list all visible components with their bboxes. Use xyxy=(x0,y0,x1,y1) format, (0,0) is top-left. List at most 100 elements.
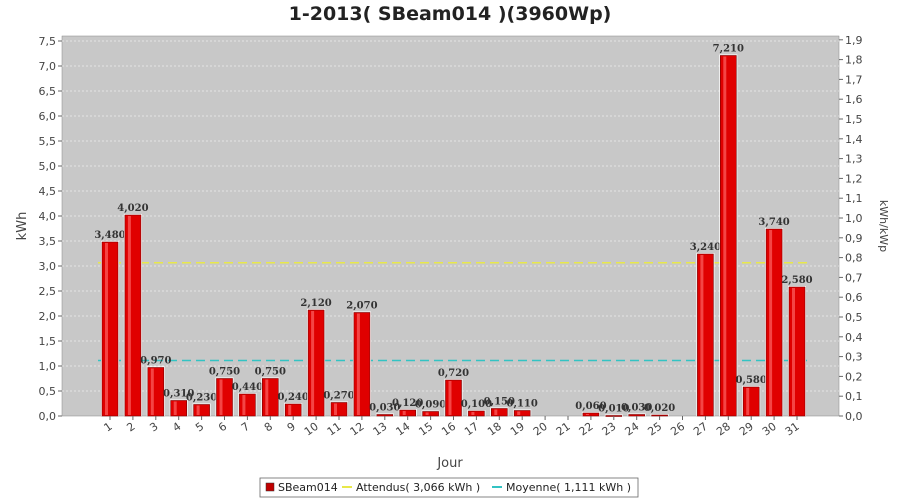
data-label: 4,020 xyxy=(117,203,148,214)
legend: SBeam014 Attendus( 3,066 kWh ) Moyenne( … xyxy=(259,477,639,498)
x-tick-label: 22 xyxy=(577,420,596,439)
y-tick-label: 1,5 xyxy=(39,335,57,348)
y-right-tick-label: 1,1 xyxy=(845,192,863,205)
data-label: 0,270 xyxy=(323,391,354,402)
data-label: 7,210 xyxy=(713,44,744,55)
data-label: 0,240 xyxy=(278,392,309,403)
bar xyxy=(399,409,417,417)
legend-label-moyenne: Moyenne( 1,111 kWh ) xyxy=(506,481,631,494)
y-tick-label: 4,0 xyxy=(39,210,57,223)
data-label: 0,750 xyxy=(255,367,286,378)
x-tick-label: 9 xyxy=(285,420,298,435)
bar xyxy=(376,414,394,417)
bar xyxy=(788,286,806,417)
bar xyxy=(513,410,531,417)
y-tick-label: 0,5 xyxy=(39,385,57,398)
bar-highlight xyxy=(425,412,429,415)
y-right-tick-label: 0,1 xyxy=(845,390,863,403)
reference-lines xyxy=(98,261,809,362)
data-label: 0,310 xyxy=(163,389,194,400)
x-tick-label: 2 xyxy=(124,420,137,435)
y-right-tick-label: 0,9 xyxy=(845,232,863,245)
bar xyxy=(239,393,256,417)
x-tick-label: 16 xyxy=(439,420,458,439)
y-right-tick-label: 1,7 xyxy=(845,73,863,86)
bar-highlight xyxy=(471,412,475,415)
bar-highlight xyxy=(196,405,200,415)
bar-highlight xyxy=(769,230,773,415)
y-right-tick-label: 0,8 xyxy=(845,252,863,265)
x-tick-label: 21 xyxy=(554,420,573,439)
bar xyxy=(284,403,302,417)
x-tick-label: 1 xyxy=(102,420,115,435)
x-tick-label: 14 xyxy=(393,420,412,439)
y-tick-label: 6,0 xyxy=(39,110,57,123)
x-tick-label: 31 xyxy=(783,420,802,439)
y-right-tick-label: 1,0 xyxy=(845,212,863,225)
bar-highlight xyxy=(265,379,269,415)
bar-highlight xyxy=(288,405,292,415)
y-right-tick-label: 1,4 xyxy=(845,133,863,146)
x-tick-label: 7 xyxy=(239,420,252,435)
bar xyxy=(445,379,462,417)
data-label: 0,750 xyxy=(209,367,240,378)
y-tick-label: 2,5 xyxy=(39,285,57,298)
bar-highlight xyxy=(219,379,223,415)
bar xyxy=(147,367,165,417)
data-label: 0,720 xyxy=(438,368,469,379)
x-tick-label: 24 xyxy=(622,420,641,439)
chart-title: 1-2013( SBeam014 )(3960Wp) xyxy=(289,3,612,25)
legend-swatch-sbeam xyxy=(265,482,275,492)
bar-highlight xyxy=(517,411,521,415)
x-tick-label: 11 xyxy=(325,420,344,439)
x-tick-label: 23 xyxy=(600,420,619,439)
x-tick-label: 18 xyxy=(485,420,504,439)
bar-highlight xyxy=(792,288,795,415)
legend-label-sbeam: SBeam014 xyxy=(278,481,338,494)
x-tick-label: 28 xyxy=(714,420,733,439)
y-right-tick-label: 0,7 xyxy=(845,271,863,284)
bar-highlight xyxy=(723,56,727,415)
data-label: 2,120 xyxy=(300,298,331,309)
y-right-tick-label: 1,6 xyxy=(845,93,863,106)
data-label: 0,060 xyxy=(575,401,606,412)
bar-highlight xyxy=(494,409,498,415)
bar-highlight xyxy=(700,255,704,415)
y-tick-label: 7,5 xyxy=(39,35,57,48)
bar xyxy=(742,386,760,417)
x-tick-label: 5 xyxy=(193,420,206,435)
bar xyxy=(307,309,325,417)
x-tick-label: 13 xyxy=(371,420,390,439)
data-label: 0,120 xyxy=(392,398,423,409)
y-tick-label: 5,5 xyxy=(39,135,57,148)
bar xyxy=(170,400,187,417)
y-tick-label: 1,0 xyxy=(39,360,57,373)
y-axis-left: 0,0 0,5 1,0 1,5 2,0 2,5 3,0 3,5 4,0 4,5 5,0 5,5 6,0 6… xyxy=(39,35,62,423)
x-tick-label: 30 xyxy=(760,420,779,439)
y-tick-label: 5,0 xyxy=(39,160,57,173)
data-label: 0,030 xyxy=(621,403,652,414)
bar-highlight xyxy=(127,216,131,415)
y-right-tick-label: 0,5 xyxy=(845,311,863,324)
y-axis-right-label: kWh/kWp xyxy=(877,200,890,252)
bar xyxy=(719,55,737,417)
x-tick-label: 6 xyxy=(216,420,229,435)
x-axis-label: Jour xyxy=(436,456,463,471)
x-axis: 1 2 3 4 5 6 7 8 9 10 11 12 13 14 15 16 17 18 19 20 21 22 23 24 2… xyxy=(102,416,802,438)
y-right-tick-label: 0,6 xyxy=(845,291,863,304)
bar xyxy=(193,404,210,417)
data-label: 0,010 xyxy=(598,404,629,415)
x-tick-label: 3 xyxy=(147,420,160,435)
bar-highlight xyxy=(150,368,154,415)
data-label: 0,030 xyxy=(369,403,400,414)
bar xyxy=(651,414,668,417)
y-right-tick-label: 1,5 xyxy=(845,113,863,126)
bar-highlight xyxy=(448,381,452,415)
bar xyxy=(628,414,646,417)
bar-highlight xyxy=(242,395,246,415)
y-tick-label: 4,5 xyxy=(39,185,57,198)
bar-highlight xyxy=(311,311,315,415)
data-label: 0,110 xyxy=(507,399,538,410)
bar xyxy=(765,228,783,417)
